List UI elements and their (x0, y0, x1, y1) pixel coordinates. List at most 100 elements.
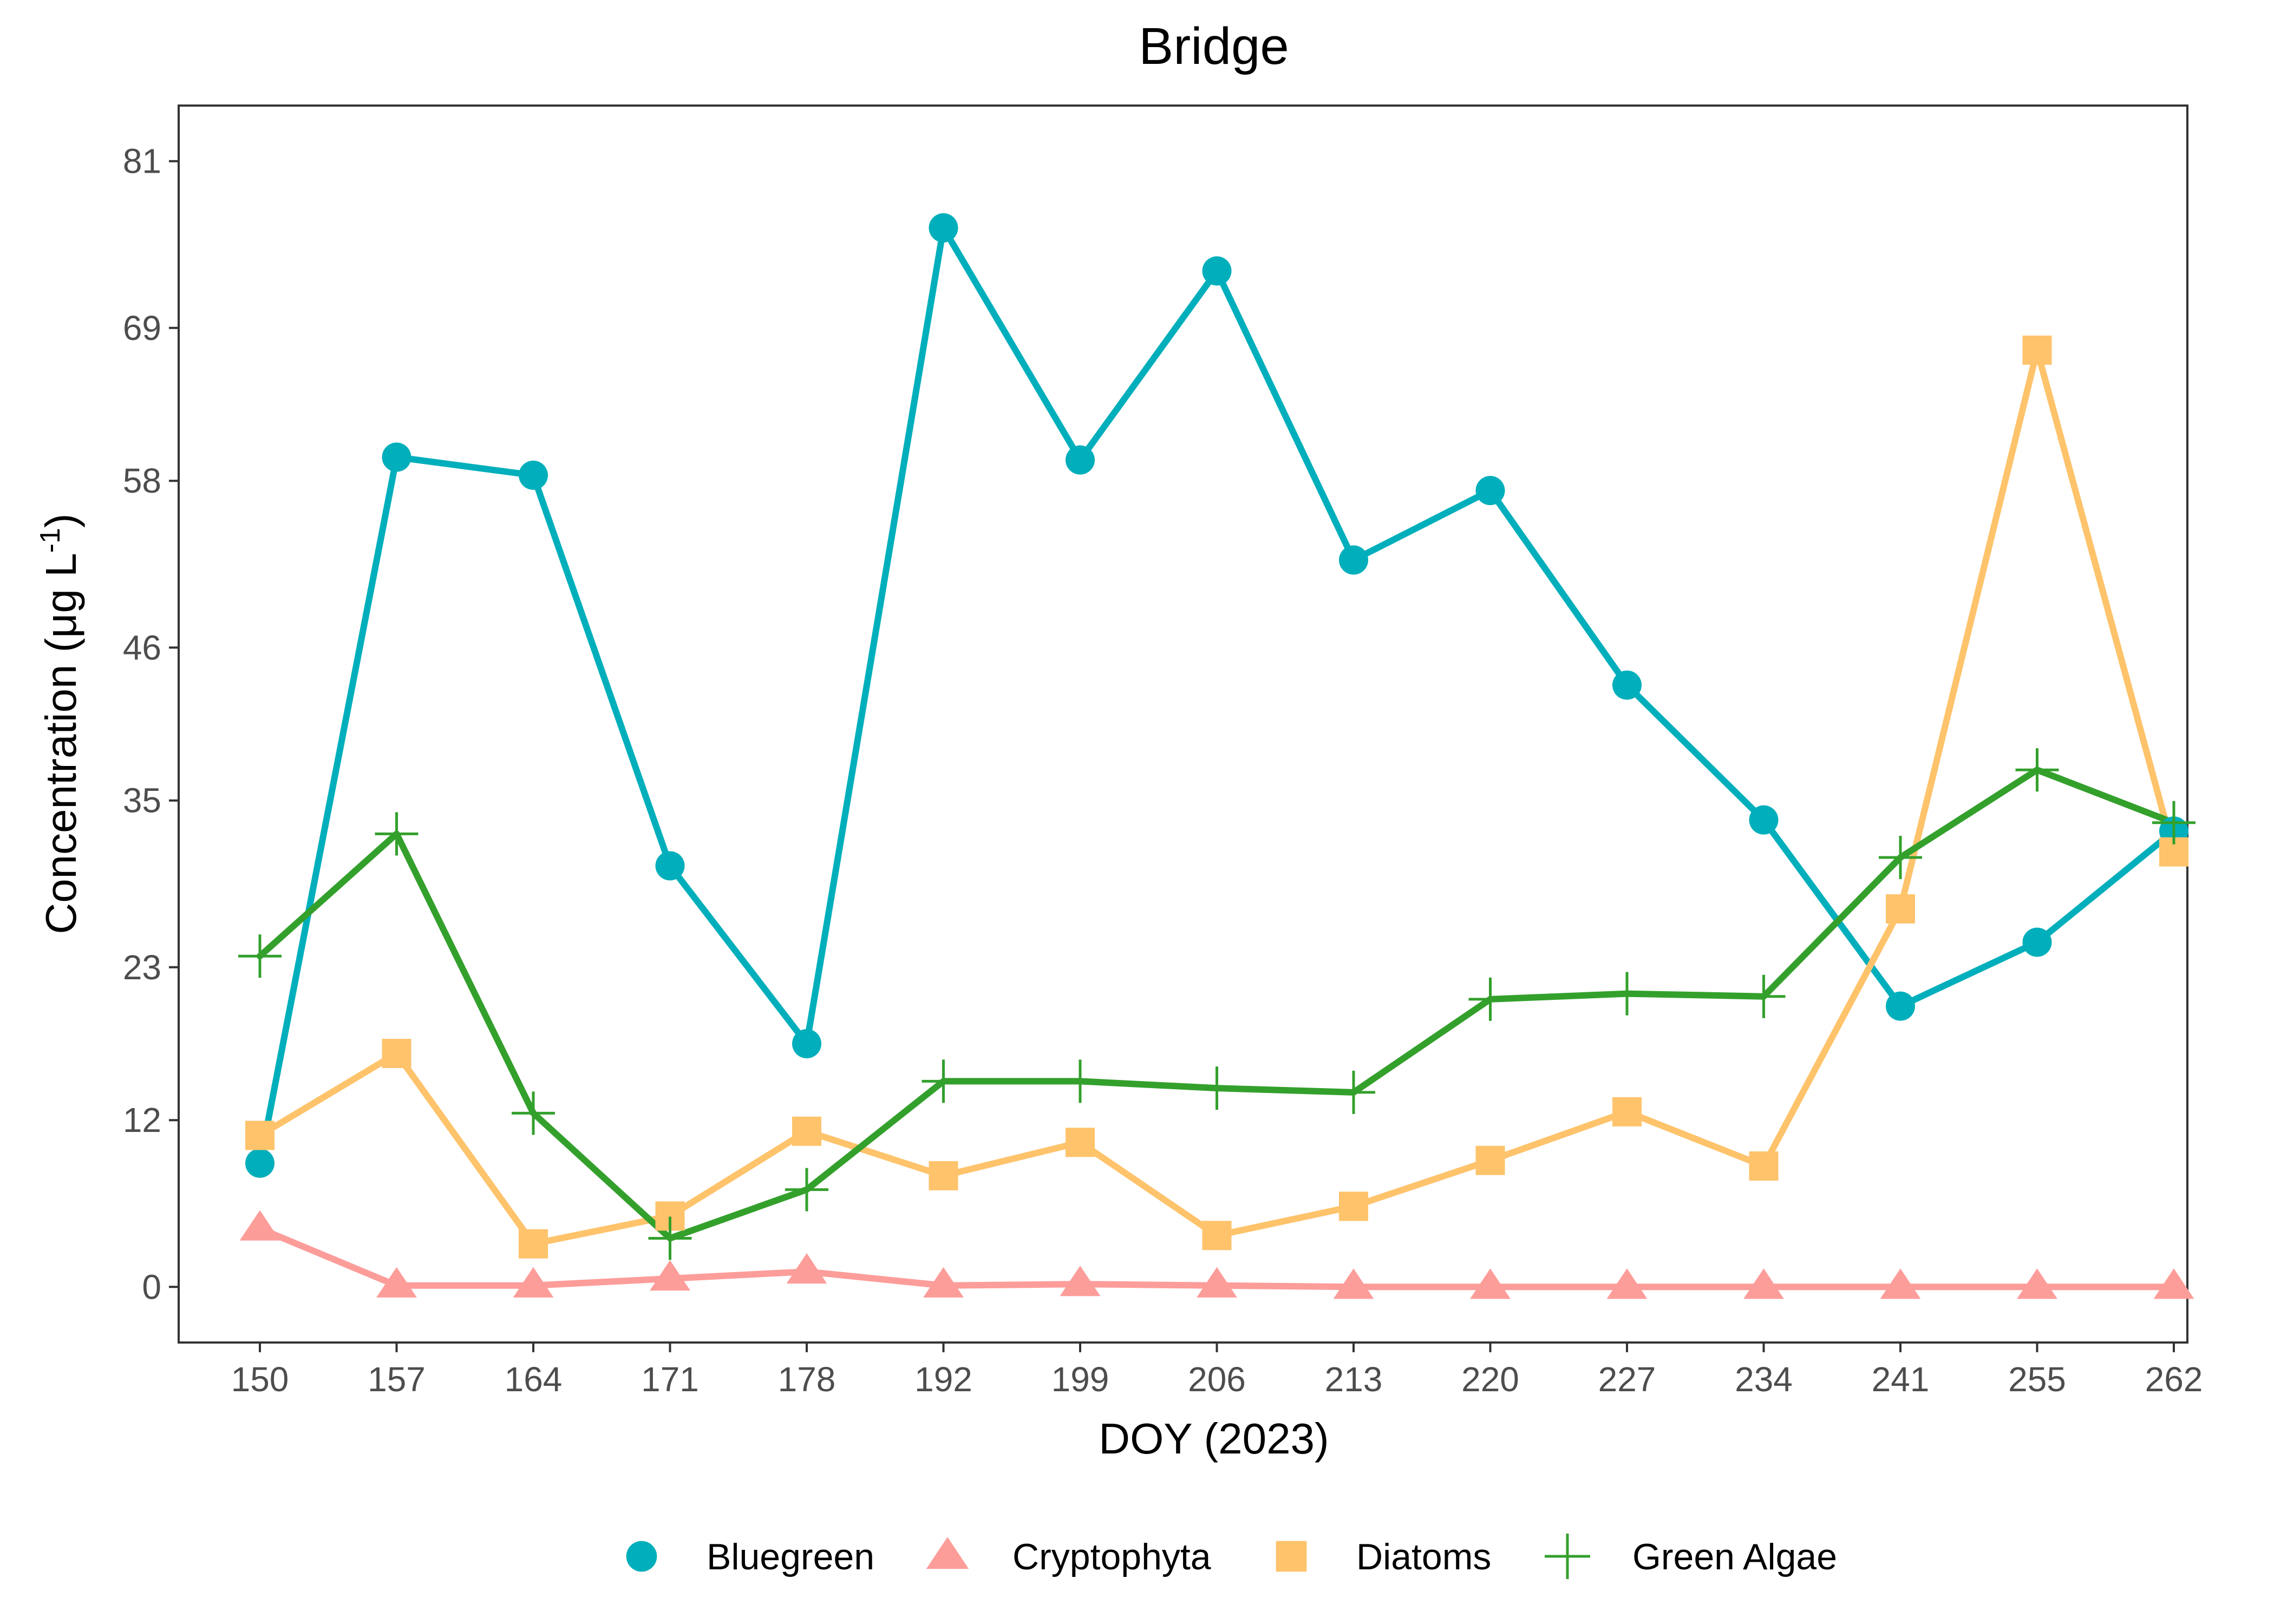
point-bluegreen (929, 213, 958, 243)
x-tick-label: 227 (1598, 1360, 1656, 1399)
point-diatoms (1749, 1151, 1779, 1181)
y-tick-label: 58 (123, 461, 161, 500)
x-tick-label: 234 (1735, 1360, 1793, 1399)
x-tick-label: 255 (2008, 1360, 2066, 1399)
point-green-algae (238, 934, 282, 978)
point-bluegreen (655, 851, 685, 881)
point-bluegreen (1886, 991, 1915, 1021)
point-bluegreen (1339, 545, 1368, 575)
point-bluegreen (792, 1029, 821, 1059)
x-tick-label: 171 (641, 1360, 699, 1399)
y-axis-title-close: ) (37, 513, 85, 528)
point-cryptophyta (650, 1260, 690, 1291)
point-cryptophyta (923, 1267, 964, 1298)
legend-label-diatoms: Diatoms (1356, 1536, 1491, 1577)
point-green-algae (1195, 1066, 1239, 1110)
point-bluegreen (1749, 805, 1779, 835)
legend-item-bluegreen: Bluegreen (626, 1536, 874, 1577)
point-cryptophyta (2153, 1268, 2194, 1299)
plot-panel (178, 104, 2188, 1344)
y-axis-title-superscript: -1 (35, 528, 66, 553)
x-tick-label: 213 (1325, 1360, 1383, 1399)
point-diatoms (382, 1038, 411, 1068)
legend-key-diatoms (1276, 1541, 1307, 1572)
y-tick-label: 81 (123, 142, 161, 181)
point-cryptophyta (1743, 1268, 1784, 1299)
point-cryptophyta (513, 1267, 554, 1298)
y-tick-label: 46 (123, 628, 161, 667)
legend: Bluegreen Cryptophyta Diatoms Green Algae (626, 1534, 1837, 1579)
legend-item-cryptophyta: Cryptophyta (926, 1536, 1211, 1577)
point-cryptophyta (1333, 1268, 1374, 1299)
x-axis: 150 157 164 171 178 192 199 206 213 220 227 234 241 2… (231, 1343, 2203, 1399)
x-axis-title: DOY (2023) (1099, 1415, 1329, 1463)
point-green-algae (785, 1168, 828, 1212)
y-tick-label: 35 (123, 781, 161, 820)
x-tick-label: 178 (778, 1360, 836, 1399)
point-bluegreen (519, 460, 548, 490)
legend-label-bluegreen: Bluegreen (707, 1536, 874, 1577)
x-tick-label: 150 (231, 1360, 289, 1399)
point-bluegreen (1612, 670, 1642, 700)
point-diatoms (1886, 894, 1915, 924)
point-cryptophyta (1606, 1268, 1648, 1299)
point-cryptophyta (239, 1210, 280, 1241)
point-bluegreen (1066, 445, 1095, 475)
point-bluegreen (382, 442, 411, 472)
y-tick-label: 69 (123, 309, 161, 348)
point-diatoms (1202, 1221, 1232, 1250)
legend-label-green-algae: Green Algae (1632, 1536, 1837, 1577)
chart-title: Bridge (1139, 17, 1289, 75)
legend-item-diatoms: Diatoms (1276, 1536, 1491, 1577)
y-axis-title-main: Concentration (μg L (37, 553, 85, 934)
legend-label-cryptophyta: Cryptophyta (1012, 1536, 1211, 1577)
point-green-algae (922, 1059, 965, 1103)
y-axis-title: Concentration (μg L-1) (35, 513, 85, 934)
x-tick-label: 199 (1051, 1360, 1109, 1399)
point-diatoms (1066, 1128, 1095, 1157)
point-diatoms (2022, 335, 2052, 365)
point-cryptophyta (1060, 1266, 1101, 1296)
x-tick-label: 262 (2145, 1360, 2203, 1399)
point-green-algae (648, 1216, 692, 1260)
point-diatoms (1612, 1097, 1642, 1127)
x-tick-label: 164 (505, 1360, 563, 1399)
point-green-algae (375, 812, 419, 856)
point-bluegreen (2022, 927, 2052, 957)
point-diatoms (929, 1161, 958, 1190)
point-bluegreen (245, 1148, 275, 1178)
y-tick-label: 12 (123, 1101, 161, 1140)
point-cryptophyta (2017, 1268, 2057, 1299)
y-axis: 0 12 23 35 46 58 69 81 (123, 142, 179, 1306)
point-green-algae (2015, 748, 2059, 792)
x-tick-label: 192 (914, 1360, 972, 1399)
legend-key-bluegreen (626, 1541, 657, 1572)
point-bluegreen (1202, 256, 1232, 286)
y-tick-label: 23 (123, 948, 161, 987)
point-cryptophyta (786, 1253, 827, 1284)
point-diatoms (519, 1229, 548, 1259)
y-tick-label: 0 (142, 1267, 161, 1306)
x-tick-label: 206 (1188, 1360, 1246, 1399)
point-green-algae (512, 1091, 555, 1135)
point-diatoms (245, 1121, 275, 1150)
point-green-algae (1058, 1059, 1102, 1103)
point-diatoms (792, 1116, 821, 1146)
point-green-algae (1742, 974, 1786, 1018)
legend-key-green-algae (1545, 1534, 1590, 1579)
point-cryptophyta (376, 1267, 417, 1298)
point-cryptophyta (1470, 1268, 1511, 1299)
point-diatoms (1475, 1145, 1505, 1175)
point-cryptophyta (1880, 1268, 1921, 1299)
point-green-algae (1468, 977, 1512, 1021)
x-tick-label: 157 (368, 1360, 426, 1399)
series-markers (238, 213, 2195, 1299)
point-green-algae (1879, 835, 1922, 879)
point-bluegreen (1475, 476, 1505, 506)
legend-key-cryptophyta (926, 1537, 969, 1569)
legend-item-green-algae: Green Algae (1545, 1534, 1837, 1579)
point-green-algae (2152, 801, 2195, 844)
point-diatoms (1339, 1191, 1368, 1221)
point-green-algae (1332, 1070, 1375, 1114)
